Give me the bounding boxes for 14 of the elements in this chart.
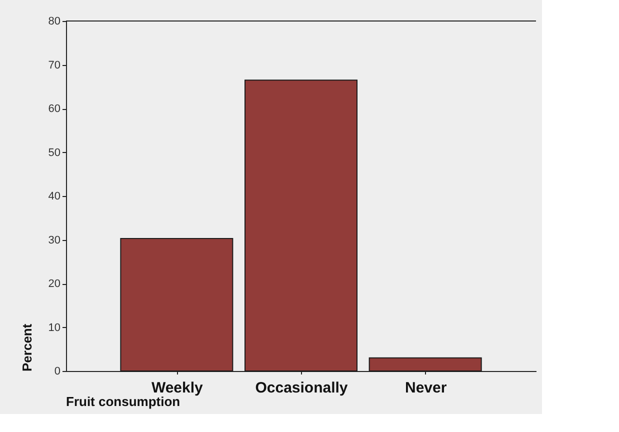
y-tick-label: 50 [48, 146, 60, 159]
y-tick-label: 20 [48, 278, 60, 290]
x-tick-label: Weekly [151, 380, 204, 396]
y-tick-label: 0 [54, 366, 60, 378]
x-tick-label: Never [404, 380, 447, 396]
y-tick-label: 70 [48, 59, 60, 72]
y-tick-label: 60 [48, 103, 60, 115]
x-axis-title: Fruit consumption [66, 394, 180, 409]
y-axis-title: Percent [19, 323, 34, 372]
y-tick-label: 30 [48, 234, 60, 246]
y-tick-label: 80 [48, 16, 60, 28]
y-tick-label: 10 [48, 322, 60, 334]
y-tick-label: 40 [48, 190, 60, 202]
x-tick-label: Occasionally [255, 380, 348, 396]
